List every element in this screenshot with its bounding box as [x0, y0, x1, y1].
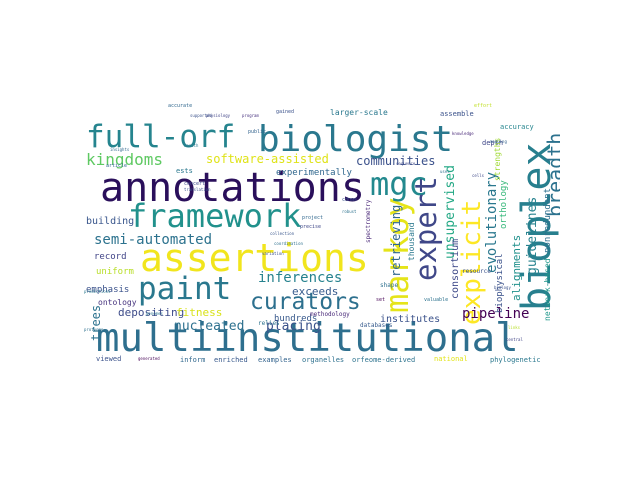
word: accuracy: [500, 123, 534, 131]
word: nonredundant: [543, 188, 553, 253]
word: strengths: [493, 137, 502, 181]
word: markoy: [378, 197, 416, 313]
word: kingdoms: [86, 150, 163, 169]
word: emphasis: [86, 285, 129, 295]
word: network-based: [543, 258, 552, 321]
word: guidelines: [525, 197, 540, 275]
word: alignments: [510, 235, 523, 301]
word: assemble: [440, 110, 474, 118]
word: experimentally: [276, 168, 352, 178]
word: proteome: [84, 327, 104, 332]
word: building: [86, 216, 134, 227]
word: assertions: [140, 236, 369, 280]
word: pipeline: [462, 306, 529, 322]
word: central: [506, 337, 523, 342]
word: multiinstitutional: [96, 316, 519, 361]
word: concert: [184, 181, 205, 187]
word: effort: [474, 103, 492, 109]
word: orthology: [499, 180, 509, 229]
word: gained: [276, 109, 294, 115]
word: trees: [89, 305, 103, 341]
word: methodology: [310, 311, 350, 318]
word: spectrometry: [365, 199, 372, 243]
word: retrieving: [389, 205, 403, 277]
word: insights: [110, 147, 130, 152]
word: examples: [258, 356, 292, 364]
word: cells: [472, 173, 485, 178]
word: full-orf: [86, 119, 235, 155]
word: health: [184, 143, 199, 148]
word: public: [248, 129, 266, 135]
word: enriched: [214, 356, 248, 364]
word: annotations: [100, 165, 365, 211]
word: national: [434, 355, 468, 363]
word: inferences: [258, 270, 342, 286]
word: organelles: [302, 356, 344, 364]
word: mapping: [490, 139, 507, 144]
word: supported: [190, 113, 212, 118]
word: nucleated: [174, 319, 244, 334]
word: relies: [258, 320, 280, 327]
word: program: [242, 113, 259, 118]
word: collection: [270, 231, 295, 236]
word: viewed: [96, 355, 121, 363]
word: variation: [262, 251, 284, 256]
word: sequence: [396, 161, 416, 166]
word: cdnas: [342, 197, 357, 203]
word: evolutionary: [484, 172, 500, 273]
word: project: [302, 215, 323, 221]
word: set: [376, 297, 385, 303]
word: mgc: [370, 165, 428, 203]
word: biophysical: [495, 253, 505, 313]
word: shape: [380, 282, 398, 289]
word: bioplex: [514, 142, 560, 311]
word: robust: [342, 209, 357, 214]
word: hundreds: [274, 314, 317, 324]
word: record: [94, 252, 127, 262]
word: placing: [266, 319, 321, 334]
word: consortium: [450, 239, 461, 299]
word: institutes: [380, 314, 440, 325]
word: depositing: [118, 306, 184, 319]
word: resource: [462, 268, 491, 275]
word: unsupervised: [443, 165, 458, 259]
word: coordination: [274, 241, 303, 246]
word: communities: [356, 154, 435, 168]
word: inform: [180, 356, 205, 364]
word: explicit: [457, 200, 487, 325]
word: links: [508, 325, 521, 330]
word: breadth: [543, 133, 560, 217]
word: biologist: [258, 119, 453, 160]
word: databases: [360, 322, 393, 329]
word: exceeds: [292, 285, 338, 298]
word: framework: [128, 197, 301, 235]
word: software-assisted: [206, 152, 329, 166]
word: article: [106, 163, 127, 169]
word: generated: [138, 356, 160, 361]
word: depth: [482, 139, 503, 147]
word: predictions: [84, 289, 111, 294]
word: semi-automated: [94, 232, 212, 248]
word: biology: [494, 285, 511, 290]
word-cloud: multiinstitutional annotations assertion…: [84, 103, 560, 364]
word: paint: [138, 271, 231, 307]
word: precise: [300, 224, 321, 230]
word: uses: [440, 169, 450, 174]
word: ests: [176, 167, 193, 175]
word: curators: [250, 289, 361, 315]
word: uniform: [96, 267, 134, 277]
word: thousand: [407, 222, 416, 261]
word: genomes: [146, 311, 163, 316]
word: phylogenetic: [490, 356, 541, 364]
word: physiology: [206, 113, 231, 118]
word: ontology: [98, 298, 137, 307]
word: fitness: [176, 306, 222, 319]
word: expert: [409, 176, 443, 281]
word: valuable: [424, 297, 448, 303]
word: translation: [184, 187, 211, 192]
word: accurate: [168, 103, 192, 109]
word: knowledge: [452, 131, 474, 136]
word: larger-scale: [330, 108, 388, 117]
word: orfeome-derived: [352, 356, 415, 364]
